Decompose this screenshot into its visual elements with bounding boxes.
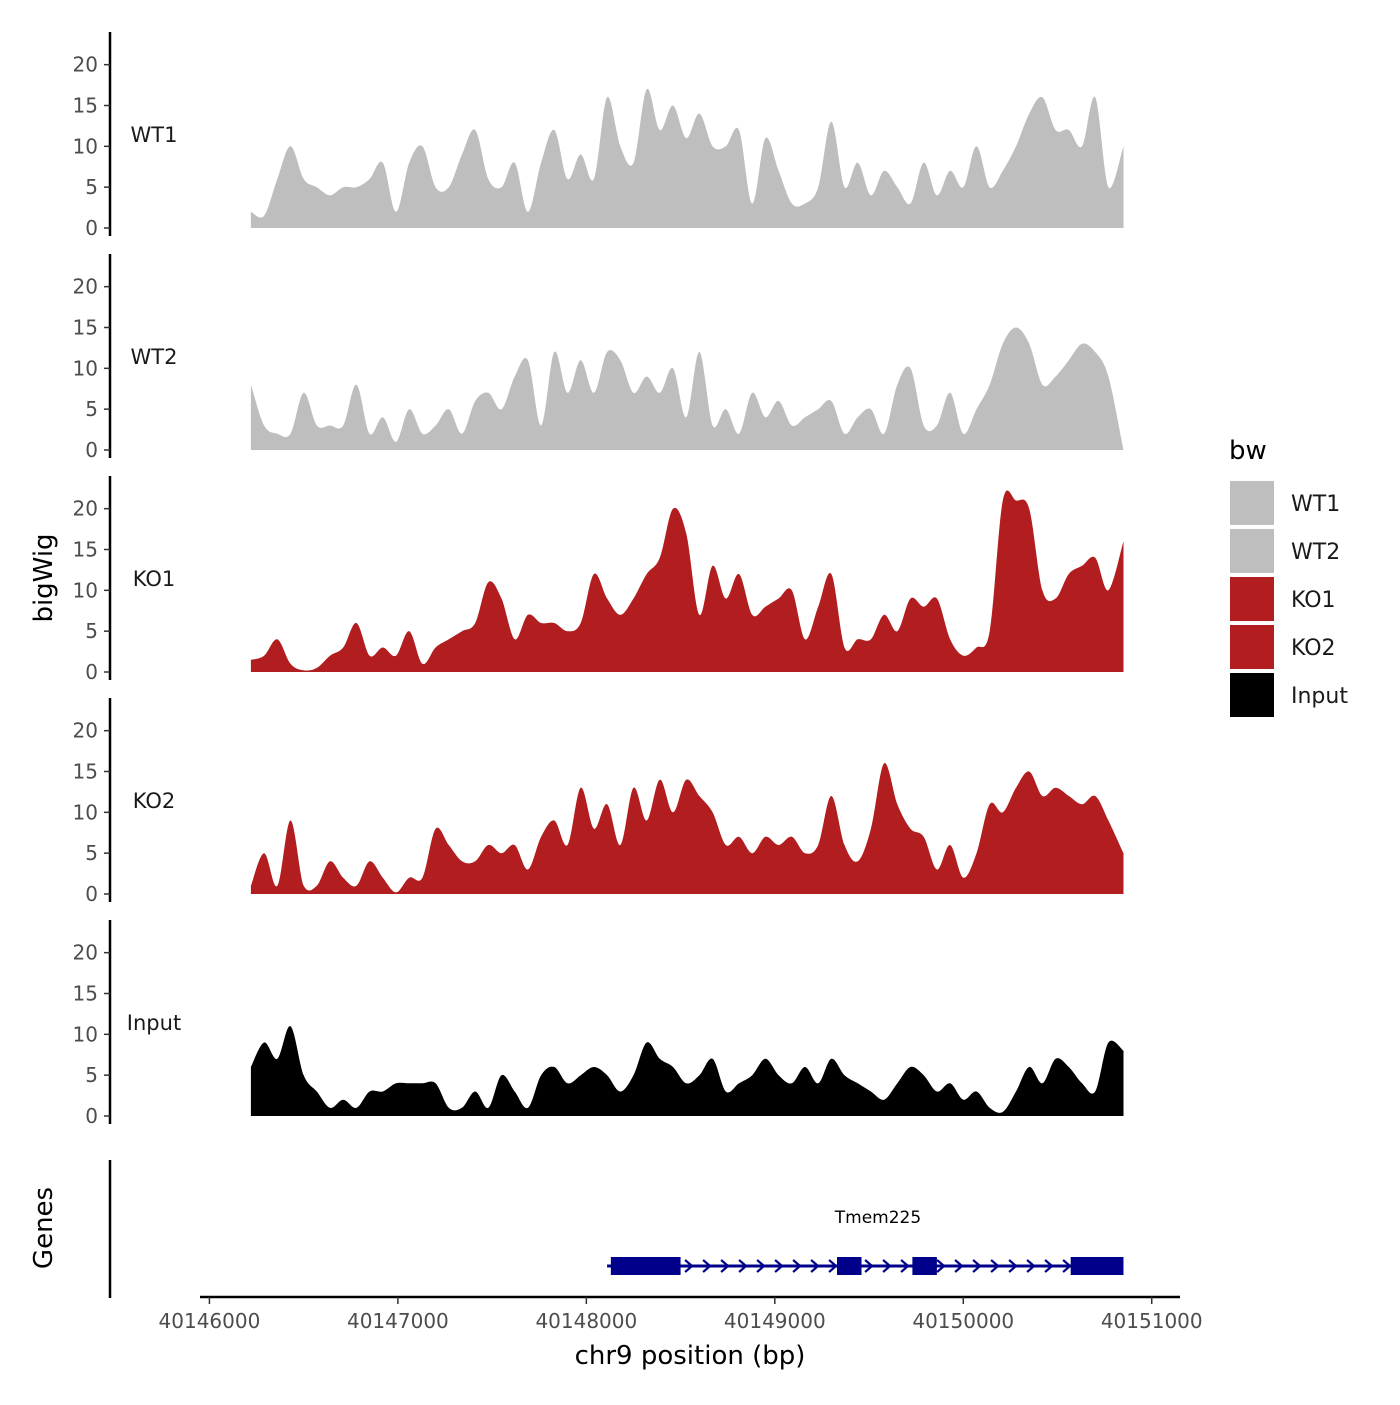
x-tick-label-40150000: 40150000 [912,1309,1014,1333]
track-label-ko1: KO1 [133,567,176,591]
y-tick-label-input-0: 0 [85,1104,98,1128]
strand-arrow [1008,1259,1018,1273]
strand-arrow [990,1259,1000,1273]
y-tick-label-ko1-20: 20 [73,497,98,521]
strand-arrow [810,1259,820,1273]
strand-arrow [702,1259,712,1273]
y-tick-label-ko1-15: 15 [73,538,98,562]
x-tick-label-40146000: 40146000 [159,1309,261,1333]
legend-key-ko1 [1230,577,1274,621]
strand-arrow [720,1259,730,1273]
x-tick-label-40149000: 40149000 [724,1309,826,1333]
strand-arrow [684,1259,694,1273]
x-axis-title: chr9 position (bp) [575,1341,806,1371]
y-tick-label-wt1-20: 20 [73,53,98,77]
legend-key-input [1230,673,1274,717]
strand-arrow [1026,1259,1036,1273]
track-input: 0 5 10 15 20 Input [73,920,1124,1128]
area-input [250,1026,1124,1116]
strand-arrow [936,1259,946,1273]
legend-label-input: Input [1291,684,1348,709]
y-tick-label-input-15: 15 [73,982,98,1006]
strand-arrow [738,1259,748,1273]
track-wt2: 0 5 10 15 20 WT2 [73,254,1124,462]
x-tick-label-40147000: 40147000 [347,1309,449,1333]
y-tick-label-wt2-15: 15 [73,316,98,340]
gene-exon-2 [837,1257,862,1275]
coverage-tracks: 0 5 10 15 20 WT1 0 5 10 15 20 WT2 0 5 10 15 20 KO1 0 5 10 15 2… [73,32,1124,1128]
y-tick-label-wt2-0: 0 [85,438,98,462]
strand-arrow [828,1259,838,1273]
legend-title: bw [1229,436,1267,466]
y-tick-label-wt2-10: 10 [73,356,98,380]
y-tick-label-input-5: 5 [85,1063,98,1087]
strand-arrow [756,1259,766,1273]
track-label-ko2: KO2 [133,789,176,813]
area-wt1 [250,88,1124,228]
x-tick-label-40151000: 40151000 [1101,1309,1203,1333]
legend-key-wt1 [1230,481,1274,525]
y-tick-label-input-20: 20 [73,941,98,965]
strand-arrow [864,1259,874,1273]
track-label-input: Input [127,1011,181,1035]
track-ko2: 0 5 10 15 20 KO2 [73,698,1124,906]
gene-exon-1 [610,1257,681,1275]
y-tick-label-ko2-10: 10 [73,800,98,824]
legend: bw WT1 WT2 KO1 KO2 Input [1229,436,1348,717]
y-tick-label-wt1-0: 0 [85,216,98,240]
x-tick-label-40148000: 40148000 [535,1309,637,1333]
gene-panel: Tmem225 [108,1160,1124,1298]
area-ko1 [250,490,1124,672]
strand-arrow [1062,1259,1072,1273]
legend-label-ko1: KO1 [1291,588,1336,613]
y-tick-label-wt1-15: 15 [73,94,98,118]
legend-label-wt1: WT1 [1291,492,1340,517]
y-tick-label-input-10: 10 [73,1022,98,1046]
genes-axis-title: Genes [29,1187,59,1269]
y-tick-label-ko1-10: 10 [73,578,98,602]
strand-arrow [900,1259,910,1273]
y-tick-label-wt1-5: 5 [85,175,98,199]
x-axis: 40146000 40147000 40148000 40149000 40150000… [159,1295,1203,1333]
y-tick-label-wt1-10: 10 [73,134,98,158]
track-ko1: 0 5 10 15 20 KO1 [73,476,1124,684]
legend-key-ko2 [1230,625,1274,669]
strand-arrow [972,1259,982,1273]
y-tick-label-ko2-5: 5 [85,841,98,865]
y-tick-label-ko1-5: 5 [85,619,98,643]
legend-key-wt2 [1230,529,1274,573]
y-axis-title: bigWig [29,533,59,622]
gene-label: Tmem225 [834,1208,921,1228]
gene-exon-3 [912,1257,937,1275]
gene-exon-4 [1070,1257,1124,1275]
y-tick-label-wt2-5: 5 [85,397,98,421]
strand-arrow [792,1259,802,1273]
area-ko2 [250,762,1124,894]
strand-arrow [1044,1259,1054,1273]
legend-label-ko2: KO2 [1291,636,1336,661]
strand-arrow [954,1259,964,1273]
area-wt2 [250,327,1124,450]
track-label-wt1: WT1 [131,123,178,147]
y-tick-label-ko2-20: 20 [73,719,98,743]
y-tick-label-ko2-0: 0 [85,882,98,906]
y-tick-label-wt2-20: 20 [73,275,98,299]
y-tick-label-ko2-15: 15 [73,760,98,784]
legend-label-wt2: WT2 [1291,540,1340,565]
track-label-wt2: WT2 [131,345,178,369]
strand-arrow [774,1259,784,1273]
track-wt1: 0 5 10 15 20 WT1 [73,32,1124,240]
y-tick-label-ko1-0: 0 [85,660,98,684]
strand-arrow [882,1259,892,1273]
